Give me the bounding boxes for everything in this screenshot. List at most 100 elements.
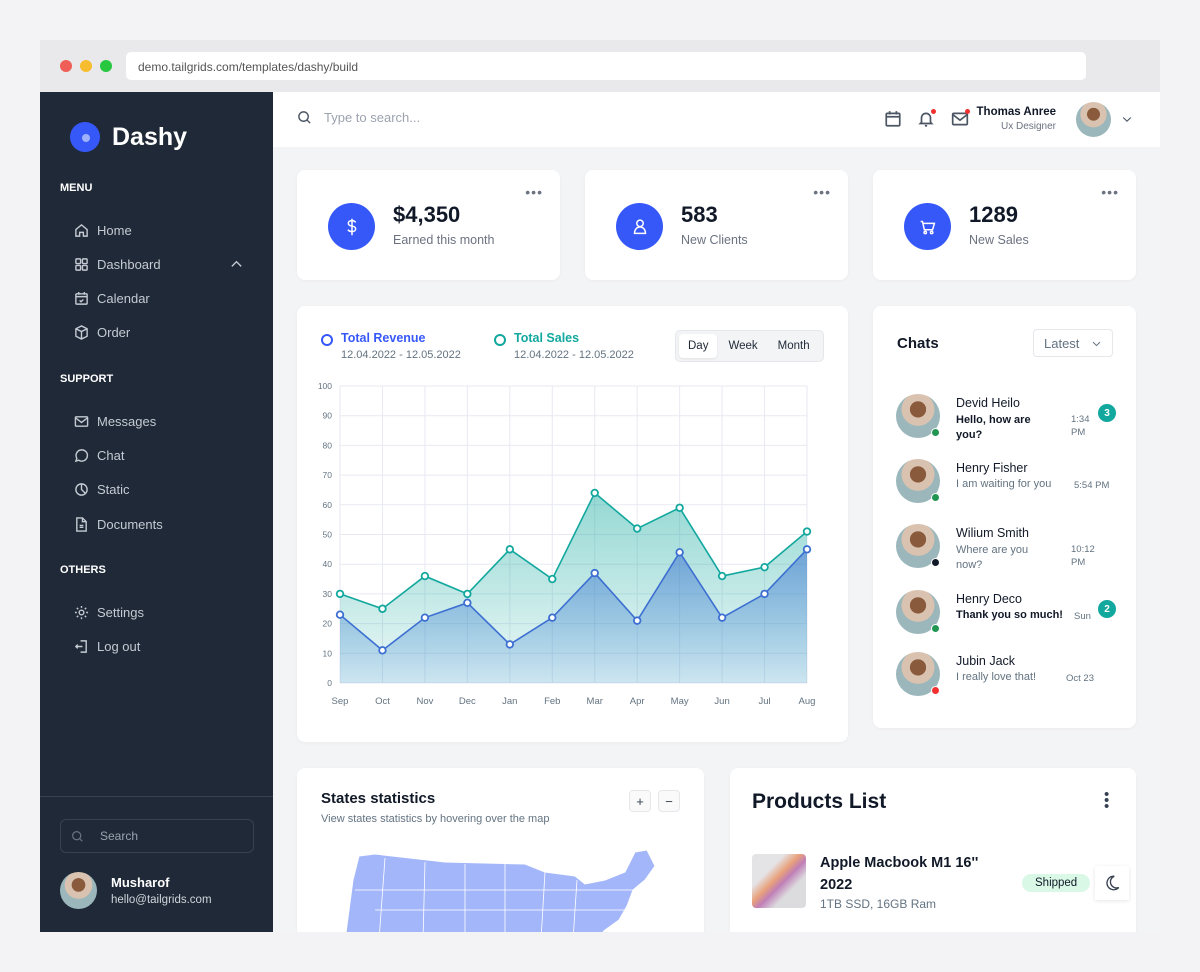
brand-logo[interactable]: Dashy: [70, 122, 187, 152]
chat-item[interactable]: Jubin Jack I really love that! Oct 23: [896, 652, 1116, 700]
chevron-down-icon[interactable]: [1121, 113, 1133, 125]
grid-icon: [75, 258, 88, 271]
sidebar-item-logout[interactable]: Log out: [74, 639, 244, 654]
period-week[interactable]: Week: [728, 340, 758, 352]
revenue-chart-card: Total Revenue 12.04.2022 - 12.05.2022 To…: [297, 306, 848, 742]
chat-icon: [74, 449, 89, 463]
browser-window: demo.tailgrids.com/templates/dashy/build…: [40, 40, 1160, 932]
svg-text:Jul: Jul: [758, 696, 770, 707]
status-dot: [931, 428, 940, 437]
chat-item[interactable]: Henry Fisher I am waiting for you 5:54 P…: [896, 459, 1116, 507]
user-name: Musharof: [111, 875, 170, 890]
logout-icon: [74, 640, 87, 653]
more-icon[interactable]: •••: [813, 184, 831, 200]
sidebar-user[interactable]: Musharof hello@tailgrids.com: [60, 872, 212, 909]
sidebar: Dashy MENU Home Dashboard Calendar Order…: [40, 92, 273, 932]
period-month[interactable]: Month: [777, 340, 810, 352]
sidebar-item-static[interactable]: Static: [74, 482, 244, 497]
dark-mode-toggle[interactable]: [1095, 866, 1129, 900]
sidebar-item-chat[interactable]: Chat: [74, 448, 244, 463]
chat-item[interactable]: Wilium Smith Where are you now? 10:12 PM: [896, 524, 1116, 572]
notifications-button[interactable]: [917, 109, 936, 128]
home-icon: [75, 223, 88, 237]
stat-value: 583: [681, 202, 718, 227]
svg-text:50: 50: [323, 530, 333, 540]
chat-time: Sun: [1074, 611, 1091, 622]
calendar-icon: [885, 111, 901, 127]
cart-icon: [904, 203, 951, 250]
message-dot: [965, 109, 970, 114]
svg-text:May: May: [671, 696, 689, 707]
svg-text:40: 40: [323, 559, 333, 569]
avatar: [60, 872, 97, 909]
search-input[interactable]: Type to search...: [297, 110, 420, 125]
topbar: Type to search... Thomas Anree Ux Design…: [273, 92, 1160, 147]
user-menu[interactable]: Thomas Anree Ux Designer: [977, 106, 1056, 132]
svg-text:Oct: Oct: [375, 696, 390, 707]
kebab-menu-icon[interactable]: • • •: [1104, 786, 1110, 815]
dollar-icon: [328, 203, 375, 250]
messages-button[interactable]: [951, 109, 970, 128]
legend-sales[interactable]: Total Sales 12.04.2022 - 12.05.2022: [494, 331, 634, 361]
brand-name: Dashy: [112, 122, 188, 151]
zoom-out-button[interactable]: −: [658, 790, 680, 812]
sidebar-item-calendar[interactable]: Calendar: [74, 291, 244, 306]
chat-time: 10:12 PM: [1071, 544, 1095, 568]
status-dot: [931, 558, 940, 567]
svg-text:Jan: Jan: [502, 696, 517, 707]
sidebar-item-settings[interactable]: Settings: [74, 605, 244, 620]
user-avatar[interactable]: [1076, 102, 1111, 137]
us-map[interactable]: [345, 850, 665, 932]
chats-title: Chats: [897, 335, 939, 352]
sidebar-item-order[interactable]: Order: [74, 325, 244, 340]
legend-revenue[interactable]: Total Revenue 12.04.2022 - 12.05.2022: [321, 331, 461, 361]
logo-icon: [70, 122, 100, 152]
chat-name: Devid Heilo: [956, 396, 1020, 410]
svg-text:80: 80: [323, 440, 333, 450]
sidebar-item-dashboard[interactable]: Dashboard: [74, 257, 244, 272]
status-dot: [931, 686, 940, 695]
gear-icon: [74, 605, 89, 620]
address-bar[interactable]: demo.tailgrids.com/templates/dashy/build: [126, 52, 1086, 80]
sidebar-item-home[interactable]: Home: [74, 223, 244, 238]
product-name[interactable]: Apple Macbook M1 16'' 2022: [820, 855, 979, 893]
maximize-dot[interactable]: [100, 60, 112, 72]
section-others: OTHERS: [60, 564, 106, 576]
sidebar-search-input[interactable]: Search: [60, 819, 254, 853]
mail-icon: [951, 112, 969, 126]
unread-badge: 2: [1098, 600, 1116, 618]
chat-item[interactable]: Devid Heilo Hello, how are you? 1:34 PM …: [896, 394, 1116, 442]
user-role: Ux Designer: [1000, 121, 1056, 132]
stat-card-earnings: $4,350 Earned this month •••: [297, 170, 560, 280]
sidebar-item-documents[interactable]: Documents: [74, 517, 244, 532]
avatar: [896, 394, 940, 438]
minimize-dot[interactable]: [80, 60, 92, 72]
chevron-up-icon[interactable]: [229, 257, 244, 272]
chevron-down-icon: [1092, 341, 1101, 346]
product-spec: 1TB SSD, 16GB Ram: [820, 897, 937, 911]
sales-legend-icon: [494, 334, 506, 346]
chat-message: I really love that!: [956, 671, 1037, 683]
svg-text:Dec: Dec: [459, 696, 476, 707]
stat-value: $4,350: [393, 202, 461, 227]
more-icon[interactable]: •••: [1101, 184, 1119, 200]
states-title: States statistics: [321, 790, 436, 807]
chat-message: Hello, how are you?: [956, 414, 1031, 441]
calendar-button[interactable]: [884, 110, 902, 128]
area-chart[interactable]: 0 10 20 30 40 50 60 70 80 90 100 Sep Oct Nov Dec Jan Feb…: [297, 376, 848, 742]
close-dot[interactable]: [60, 60, 72, 72]
svg-text:Sep: Sep: [332, 696, 349, 707]
more-icon[interactable]: •••: [525, 184, 543, 200]
status-dot: [931, 493, 940, 502]
states-card: States statistics View states statistics…: [297, 768, 704, 932]
chat-filter-select[interactable]: Latest: [1033, 329, 1113, 357]
period-day[interactable]: Day: [679, 334, 718, 358]
sidebar-item-messages[interactable]: Messages: [74, 414, 244, 429]
zoom-in-button[interactable]: +: [629, 790, 651, 812]
pie-icon: [75, 483, 88, 496]
chat-item[interactable]: Henry Deco Thank you so much! Sun 2: [896, 590, 1116, 638]
status-dot: [931, 624, 940, 633]
svg-text:Feb: Feb: [544, 696, 560, 707]
chat-name: Henry Fisher: [956, 461, 1028, 475]
chat-time: 5:54 PM: [1074, 480, 1110, 491]
